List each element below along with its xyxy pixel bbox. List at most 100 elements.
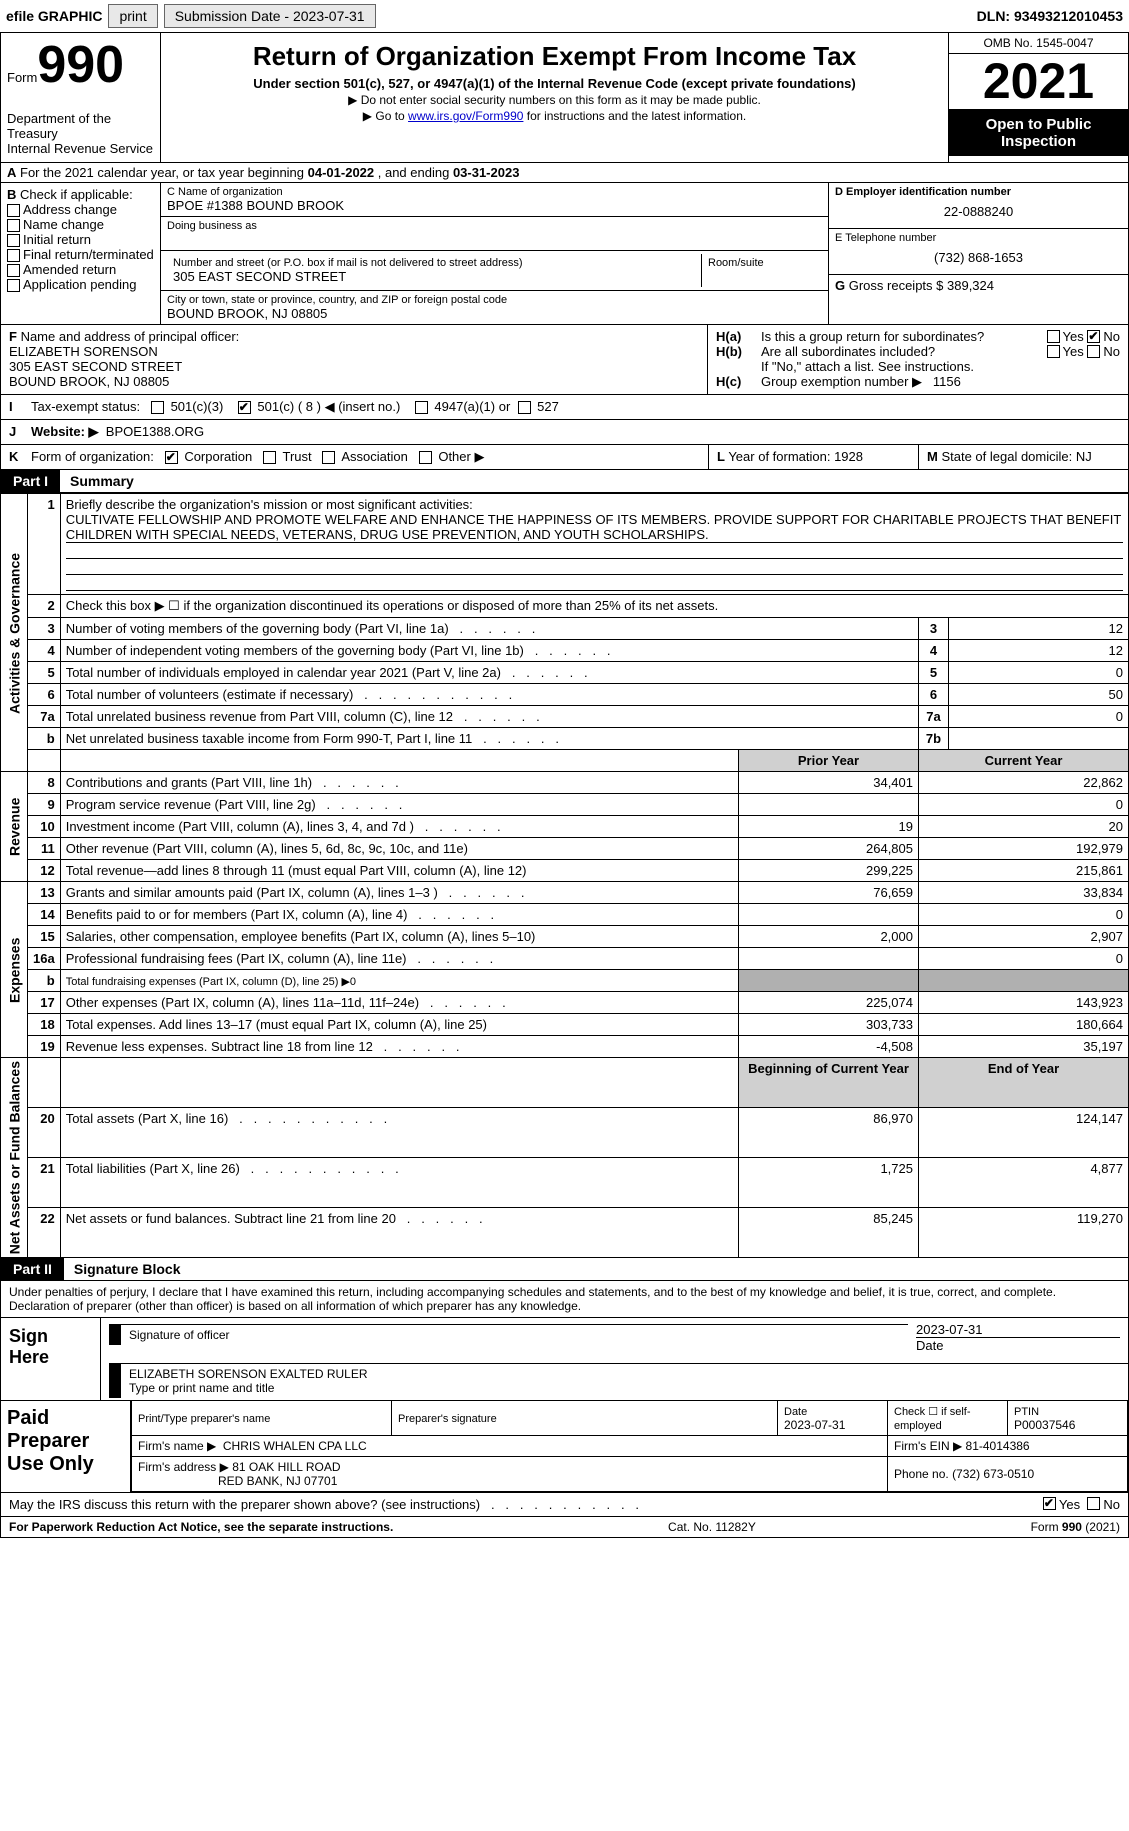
dept-label: Department of the Treasury — [7, 111, 154, 141]
summary-table: Activities & Governance 1 Briefly descri… — [0, 493, 1129, 1258]
dba-label: Doing business as — [167, 220, 822, 232]
firm-name: CHRIS WHALEN CPA LLC — [223, 1439, 367, 1453]
tax-year: 2021 — [949, 54, 1128, 110]
state-domicile: NJ — [1076, 449, 1092, 464]
firm-ein: 81-4014386 — [966, 1439, 1030, 1453]
paid-preparer-label: Paid Preparer Use Only — [1, 1401, 131, 1492]
section-bcdeg: B Check if applicable: Address change Na… — [0, 183, 1129, 325]
col-deg: D Employer identification number 22-0888… — [828, 183, 1128, 324]
footer-mid: Cat. No. 11282Y — [668, 1520, 756, 1534]
top-bar: efile GRAPHIC print Submission Date - 20… — [0, 0, 1129, 33]
firm-addr1: 81 OAK HILL ROAD — [232, 1460, 340, 1474]
side-activities: Activities & Governance — [1, 494, 28, 772]
val-7b — [949, 728, 1129, 750]
irs-link[interactable]: www.irs.gov/Form990 — [408, 109, 523, 123]
row-a-tax-year: A For the 2021 calendar year, or tax yea… — [0, 163, 1129, 183]
part1-header: Part I Summary — [0, 470, 1129, 493]
val-4: 12 — [949, 640, 1129, 662]
irs-label: Internal Revenue Service — [7, 141, 154, 156]
cb-application-pending[interactable]: Application pending — [7, 277, 154, 292]
side-revenue: Revenue — [1, 772, 28, 882]
mission-text: CULTIVATE FELLOWSHIP AND PROMOTE WELFARE… — [66, 512, 1123, 543]
line2: Check this box ▶ ☐ if the organization d… — [60, 595, 1128, 618]
side-netassets: Net Assets or Fund Balances — [1, 1058, 28, 1258]
ha-yes[interactable] — [1047, 330, 1060, 343]
officer-name-title: ELIZABETH SORENSON EXALTED RULER — [129, 1367, 1120, 1381]
header-left: Form990 Department of the Treasury Inter… — [1, 33, 161, 162]
cb-527[interactable] — [518, 401, 531, 414]
row-i: I Tax-exempt status: 501(c)(3) 501(c) ( … — [0, 395, 1129, 420]
cb-501c[interactable] — [238, 401, 251, 414]
note-ssn: ▶ Do not enter social security numbers o… — [169, 93, 940, 107]
part1-title: Summary — [60, 470, 144, 492]
val-7a: 0 — [949, 706, 1129, 728]
cb-501c3[interactable] — [151, 401, 164, 414]
ein-label: D Employer identification number — [835, 186, 1011, 198]
cb-initial-return[interactable]: Initial return — [7, 232, 154, 247]
website: BPOE1388.ORG — [106, 424, 204, 439]
ha-no[interactable] — [1087, 330, 1100, 343]
omb-number: OMB No. 1545-0047 — [949, 33, 1128, 54]
print-button[interactable]: print — [108, 4, 157, 28]
efile-label: efile GRAPHIC — [6, 8, 102, 24]
header-right: OMB No. 1545-0047 2021 Open to Public In… — [948, 33, 1128, 162]
val-6: 50 — [949, 684, 1129, 706]
cb-trust[interactable] — [263, 451, 276, 464]
officer-addr1: 305 EAST SECOND STREET — [9, 359, 182, 374]
hb-no[interactable] — [1087, 345, 1100, 358]
cb-final-return[interactable]: Final return/terminated — [7, 247, 154, 262]
footer-left: For Paperwork Reduction Act Notice, see … — [9, 1520, 393, 1534]
type-print-label: Type or print name and title — [129, 1381, 1120, 1395]
cb-corp[interactable] — [165, 451, 178, 464]
discuss-no[interactable] — [1087, 1497, 1100, 1510]
side-expenses: Expenses — [1, 882, 28, 1058]
form-header: Form990 Department of the Treasury Inter… — [0, 33, 1129, 163]
form-number: 990 — [37, 36, 124, 94]
cb-amended-return[interactable]: Amended return — [7, 262, 154, 277]
col-c: C Name of organization BPOE #1388 BOUND … — [161, 183, 828, 324]
officer-addr2: BOUND BROOK, NJ 08805 — [9, 374, 169, 389]
group-exemption: 1156 — [933, 374, 961, 389]
note-link: ▶ Go to www.irs.gov/Form990 for instruct… — [169, 109, 940, 123]
dln-label: DLN: 93493212010453 — [977, 8, 1123, 24]
paid-preparer-section: Paid Preparer Use Only Print/Type prepar… — [1, 1400, 1128, 1492]
gross-receipts: 389,324 — [947, 278, 994, 293]
cb-address-change[interactable]: Address change — [7, 202, 154, 217]
row-klm: K Form of organization: Corporation Trus… — [0, 445, 1129, 470]
cb-other[interactable] — [419, 451, 432, 464]
part2-header: Part II Signature Block — [0, 1258, 1129, 1281]
part2-title: Signature Block — [64, 1258, 191, 1280]
col-b: B Check if applicable: Address change Na… — [1, 183, 161, 324]
val-3: 12 — [949, 618, 1129, 640]
ein-value: 22-0888240 — [835, 204, 1122, 219]
form-title: Return of Organization Exempt From Incom… — [169, 41, 940, 72]
col-h: H(a) Is this a group return for subordin… — [708, 325, 1128, 394]
hb-yes[interactable] — [1047, 345, 1060, 358]
form-word: Form — [7, 70, 37, 85]
declaration-text: Under penalties of perjury, I declare th… — [1, 1281, 1128, 1317]
city-label: City or town, state or province, country… — [167, 294, 822, 306]
footer-right: Form 990 (2021) — [1031, 1520, 1120, 1534]
org-name: BPOE #1388 BOUND BROOK — [167, 198, 822, 213]
officer-name: ELIZABETH SORENSON — [9, 344, 158, 359]
signature-block: Under penalties of perjury, I declare th… — [0, 1281, 1129, 1517]
page-footer: For Paperwork Reduction Act Notice, see … — [0, 1517, 1129, 1538]
cb-assoc[interactable] — [322, 451, 335, 464]
discuss-row: May the IRS discuss this return with the… — [1, 1492, 1128, 1516]
val-5: 0 — [949, 662, 1129, 684]
col-f: F Name and address of principal officer:… — [1, 325, 708, 394]
addr-label: Number and street (or P.O. box if mail i… — [173, 257, 695, 269]
row-j: J Website: ▶ BPOE1388.ORG — [0, 420, 1129, 445]
sig-date-value: 2023-07-31 — [916, 1322, 1120, 1337]
phone-label: E Telephone number — [835, 232, 1122, 244]
phone-value: (732) 868-1653 — [835, 250, 1122, 265]
firm-phone: (732) 673-0510 — [952, 1467, 1034, 1481]
cb-4947[interactable] — [415, 401, 428, 414]
cb-name-change[interactable]: Name change — [7, 217, 154, 232]
part2-label: Part II — [1, 1258, 64, 1280]
ptin: P00037546 — [1014, 1418, 1075, 1432]
discuss-yes[interactable] — [1043, 1497, 1056, 1510]
row-fh: F Name and address of principal officer:… — [0, 325, 1129, 395]
org-address: 305 EAST SECOND STREET — [173, 269, 695, 284]
year-formation: 1928 — [834, 449, 863, 464]
